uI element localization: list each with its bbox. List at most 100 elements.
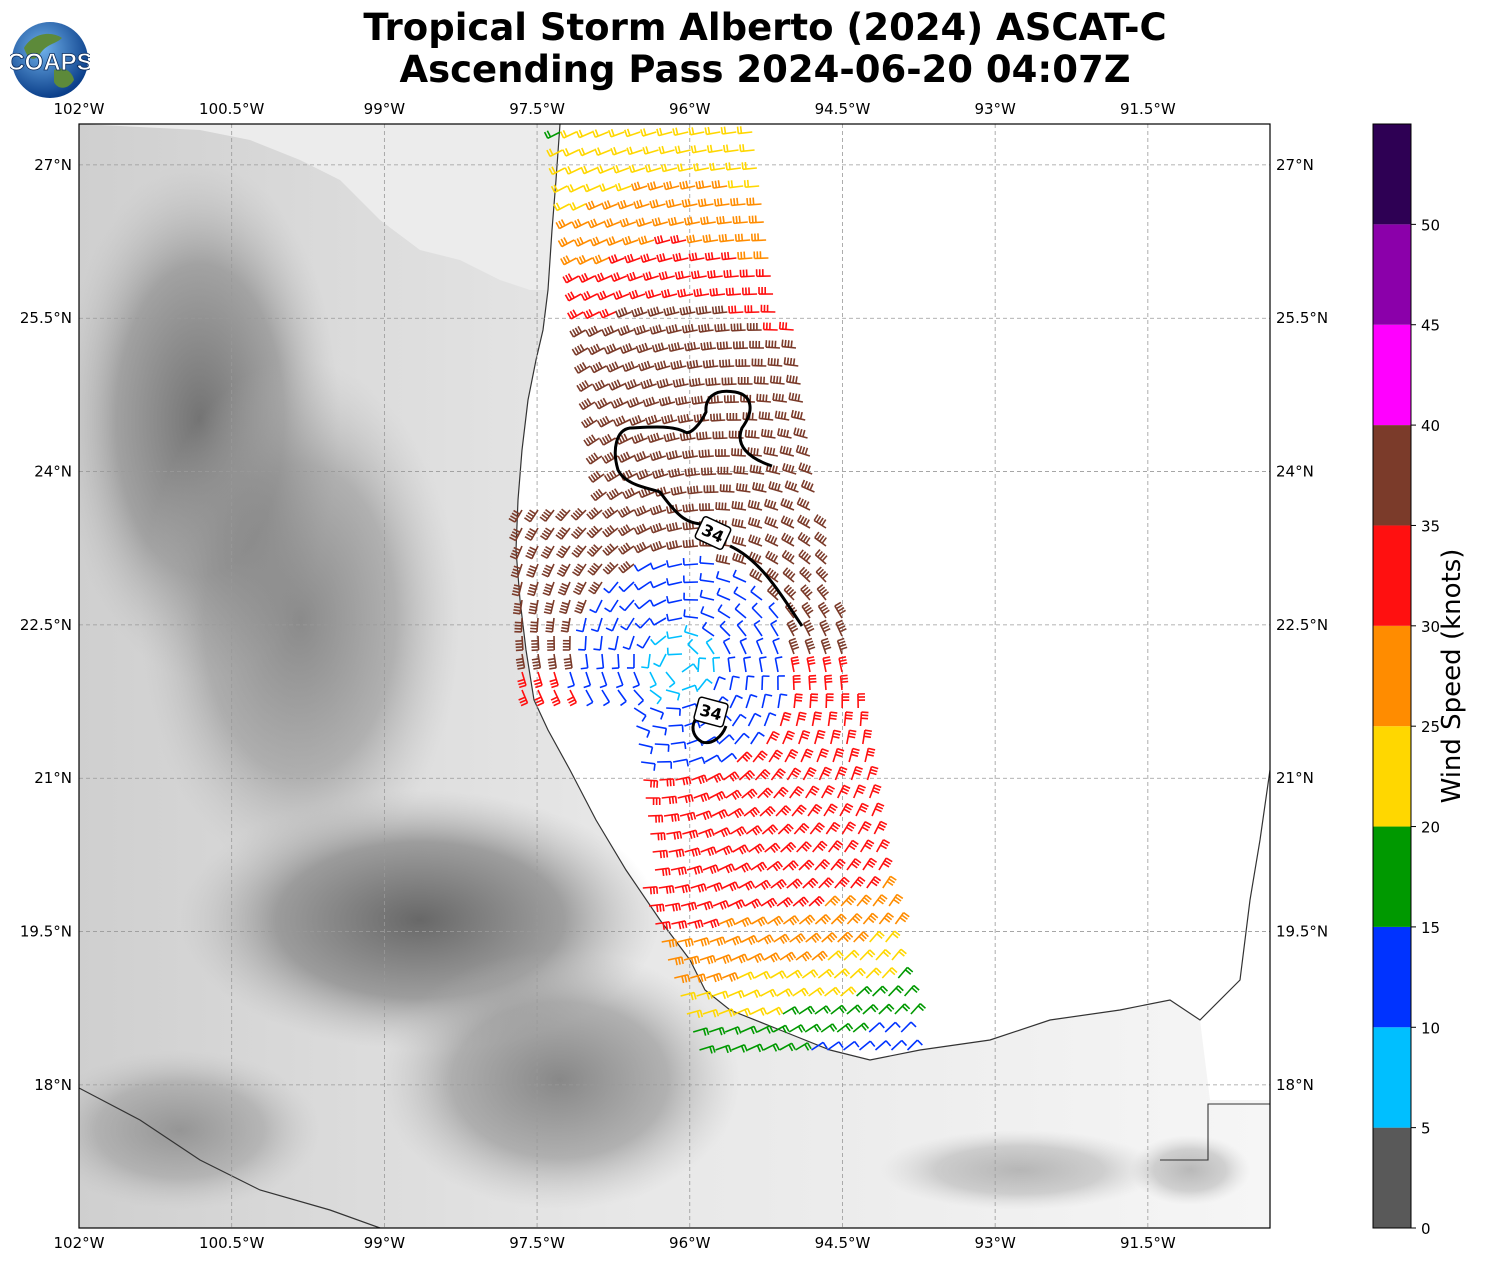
wind-barb [795,951,813,962]
wind-barb [747,712,762,727]
wind-barb [816,584,830,601]
wind-barb [798,549,812,565]
wind-barb [723,269,739,279]
lon-labels-top: 102°W 100.5°W 99°W 97.5°W 96°W 94.5°W 93°W 91.5… [54,100,1176,118]
wind-barb [725,935,743,946]
wind-barb [681,663,699,673]
wind-barb [691,774,708,785]
wind-barb [716,587,731,601]
wind-barb [515,635,524,652]
wind-barb [875,948,892,961]
wind-barb [827,711,838,727]
wind-barb [587,343,605,356]
wind-barb [745,675,755,691]
wind-barb [666,560,683,568]
wind-barb [670,741,687,750]
wind-barb [814,859,831,871]
wind-barb [696,900,714,911]
wind-barb [633,563,651,572]
wind-barb [825,693,834,709]
wind-barb [731,713,747,727]
wind-barb [601,200,618,210]
wind-barb [611,653,620,670]
wind-barb [796,841,812,853]
lat-tick-label: 24°N [34,463,72,481]
wind-barb [547,653,557,670]
wind-barb [649,199,666,209]
wind-barb [550,689,561,707]
wind-barb [649,504,667,516]
wind-barb [840,894,857,907]
wind-barb [874,1040,892,1051]
wind-barb [619,343,637,355]
wind-barb [758,411,774,421]
wind-barb [734,233,751,242]
wind-barb [556,545,571,559]
wind-barb [811,950,828,962]
wind-barb [580,290,598,302]
wind-barb [692,1027,710,1036]
wind-barb [857,693,866,709]
lon-tick-label: 96°W [669,100,711,118]
wind-barb [735,917,752,928]
wind-barb [635,469,653,481]
wind-barb [696,991,713,1000]
wind-barb [737,251,753,260]
wind-barb [869,930,885,943]
wind-barb [620,617,635,631]
wind-barb [763,712,777,727]
colorbar-tick-label: 25 [1421,718,1440,736]
wind-barb [734,603,747,619]
wind-barb [719,484,735,493]
wind-barb [814,531,827,547]
wind-barb [759,805,776,817]
wind-barb [764,533,779,547]
wind-barb [666,631,683,640]
wind-barb [514,617,523,633]
wind-barb [682,449,698,460]
wind-barb [585,325,603,338]
wind-barb [757,934,775,945]
wind-barb [843,949,860,961]
wind-barb [636,635,651,649]
wind-barb [786,619,799,637]
wind-barb [675,776,692,786]
wind-barb [780,841,797,853]
wind-barb [605,236,623,246]
wind-barb [557,581,571,596]
wind-barb [795,444,811,457]
wind-barb [797,514,811,529]
wind-barb [790,409,806,421]
wind-barb [830,1004,847,1015]
colorbar-tick-label: 5 [1421,1120,1431,1138]
wind-barb [852,1022,870,1033]
wind-barb [540,545,555,559]
wind-barb [598,308,616,319]
wind-barb [665,689,681,701]
wind-barb [808,987,825,997]
wind-barb [830,858,846,871]
wind-barb [571,343,589,356]
wind-barb [622,635,635,651]
wind-barb [575,617,587,633]
wind-barb [754,879,772,891]
wind-barb [684,341,701,352]
wind-barb [755,637,764,655]
wind-barb [727,180,744,189]
wind-barb [891,948,907,961]
wind-barb [589,361,607,374]
wind-barb [649,707,665,720]
wind-barb [866,765,879,781]
wind-barb [531,635,540,652]
wind-barb [508,509,523,523]
wind-barb [761,693,773,709]
wind-barb [735,359,751,368]
wind-barb [814,549,828,565]
wind-barb [578,635,587,651]
contour-34kt: 34 34 [613,389,804,745]
wind-barb [660,163,678,173]
wind-barb [853,931,869,943]
wind-barb [586,525,603,539]
wind-barb [690,883,708,893]
wind-barb [524,509,539,523]
